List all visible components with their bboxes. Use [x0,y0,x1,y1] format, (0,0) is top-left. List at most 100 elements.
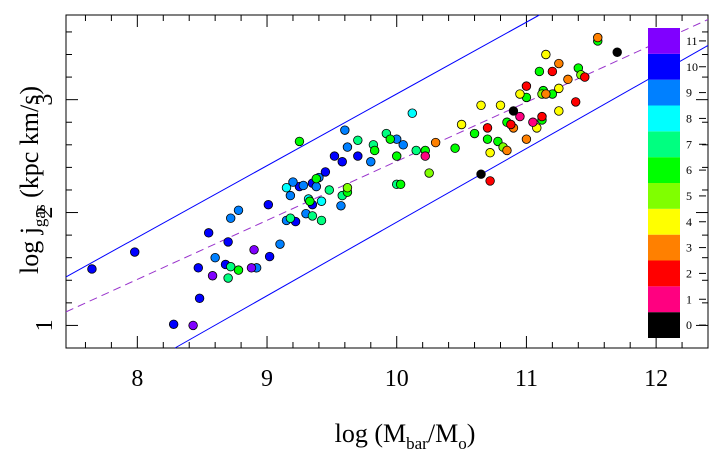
point [515,111,525,122]
point [311,181,322,192]
point [285,190,296,201]
point [87,264,97,274]
point [424,168,434,178]
colorbar-cell [648,53,680,80]
point [547,66,558,77]
x-tick-label: 10 [385,366,409,392]
point [340,125,350,135]
point [320,167,331,177]
point [395,179,406,190]
point [275,239,285,249]
point [456,119,467,130]
colorbar-label: 9 [686,86,692,100]
point [554,83,564,94]
y-tick-label: 3 [32,94,58,106]
point [316,196,327,206]
y-tick-label: 1 [32,319,58,331]
point [342,142,353,152]
point [612,47,622,57]
point [506,119,516,130]
point [476,100,486,111]
colorbar-cell [648,286,680,313]
point [485,148,495,158]
colorbar-label: 3 [686,241,692,255]
point [398,140,408,150]
point [336,201,346,211]
point [285,213,296,223]
point [528,117,538,127]
point [233,205,244,215]
point [307,211,318,221]
point [563,74,573,85]
point [521,134,532,144]
reference-line [174,45,709,349]
point [226,262,236,272]
point [392,151,402,161]
y-axis-label: log jgas (kpc km/s) [15,86,49,274]
point [469,128,480,139]
point [329,151,340,161]
point [541,89,551,99]
point [541,49,551,60]
point [233,265,244,275]
point [385,134,395,144]
point [193,263,203,273]
colorbar-cell [648,79,680,106]
point [554,58,564,69]
colorbar-cell [648,183,680,209]
point [537,111,547,122]
point [281,183,292,193]
colorbar-label: 2 [686,266,692,280]
colorbar-cell [648,208,680,235]
point [210,252,220,263]
point [223,273,233,283]
point [207,271,218,281]
point [337,157,347,167]
point [316,215,327,226]
point [353,151,363,161]
point [298,180,309,191]
point [223,237,233,247]
point [194,293,205,304]
colorbar-label: 4 [686,215,692,229]
point [263,199,274,210]
point [571,97,581,107]
point [554,106,564,116]
point [366,157,376,167]
point [485,176,495,186]
colorbar-cell [648,131,680,158]
point [407,108,417,118]
point [288,177,298,187]
point [203,228,214,238]
colorbar-label: 0 [686,318,692,332]
colorbar-cell [648,234,680,261]
colorbar-label: 10 [686,60,698,74]
point [515,89,525,99]
colorbar-label: 6 [686,163,692,177]
x-tick-label: 9 [261,366,273,392]
point [482,123,493,133]
point [580,72,590,82]
point [324,185,334,195]
colorbar-label: 7 [686,137,692,151]
point [411,145,421,156]
point [188,320,198,331]
point [476,169,486,179]
point [264,251,275,262]
point [482,134,493,144]
point [534,66,545,77]
point [502,145,512,156]
x-axis-label: log (Mbar/Mo) [335,419,476,453]
colorbar-label: 5 [686,189,692,203]
point [369,145,380,156]
point [495,100,506,111]
point [521,81,532,91]
point [305,196,315,206]
reference-line [65,14,540,278]
x-tick-label: 12 [644,366,668,392]
colorbar-label: 1 [686,292,692,306]
colorbar-cell [648,260,680,287]
point [593,32,603,43]
colorbar-cell [648,157,680,183]
